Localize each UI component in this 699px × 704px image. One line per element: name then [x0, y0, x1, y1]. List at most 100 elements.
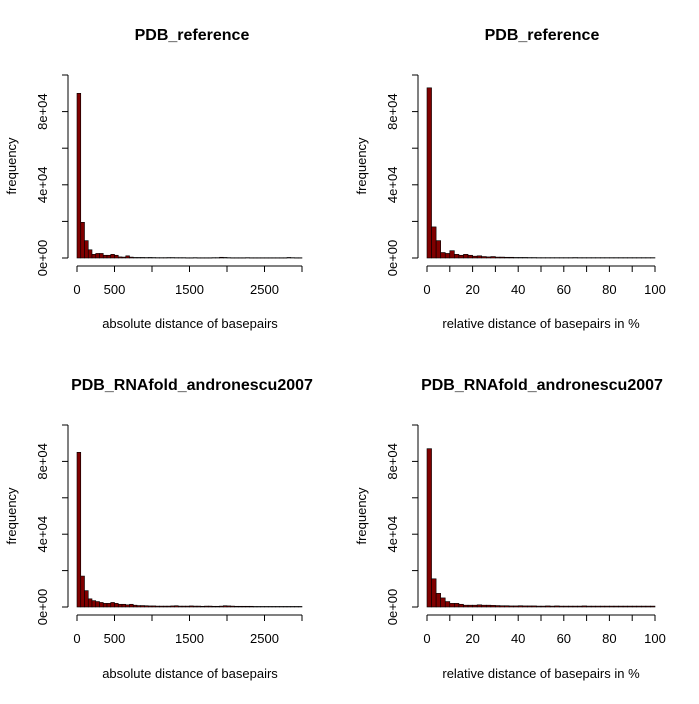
- histogram-bar: [193, 606, 197, 607]
- histogram-bar: [100, 602, 104, 607]
- bars: [427, 88, 655, 258]
- histogram-bar: [646, 606, 651, 607]
- histogram-bar: [454, 254, 459, 258]
- histogram-bar: [223, 606, 227, 607]
- y-tick-label: 8e+04: [35, 443, 50, 480]
- histogram-bar: [115, 255, 119, 258]
- bars: [77, 93, 302, 258]
- x-tick-label: 0: [73, 631, 80, 646]
- histogram-bar: [450, 603, 455, 607]
- y-tick-label: 4e+04: [385, 167, 400, 204]
- histogram-bar: [231, 606, 235, 607]
- histogram-bar: [477, 605, 482, 607]
- bars: [427, 449, 655, 607]
- x-tick-label: 20: [465, 631, 479, 646]
- histogram-bar: [486, 605, 491, 607]
- histogram-bar: [495, 257, 500, 258]
- x-tick-label: 60: [557, 631, 571, 646]
- histogram-bar: [287, 257, 291, 258]
- histogram-bar: [596, 606, 601, 607]
- histogram-bar: [205, 606, 209, 607]
- histogram-bar: [473, 605, 478, 607]
- x-tick-label: 40: [511, 631, 525, 646]
- histogram-bar: [88, 250, 92, 258]
- histogram-bar: [107, 255, 111, 258]
- histogram-bar: [77, 93, 81, 258]
- histogram-bar: [518, 606, 523, 607]
- y-tick-label: 0e+00: [385, 589, 400, 626]
- histogram-bar: [171, 606, 175, 607]
- histogram-bar: [111, 602, 115, 607]
- histogram-bar: [137, 606, 141, 607]
- histogram-bar: [546, 606, 551, 607]
- histogram-bar: [468, 255, 473, 258]
- y-tick-label: 4e+04: [35, 167, 50, 204]
- x-tick-label: 500: [104, 282, 126, 297]
- histogram-bar: [591, 606, 596, 607]
- histogram-bar: [291, 606, 295, 607]
- panel-2: PDB_reference relative distance of basep…: [354, 27, 666, 331]
- y-axis-label: frequency: [354, 137, 369, 195]
- histogram-bar: [182, 606, 186, 607]
- histogram-bar: [88, 599, 92, 607]
- histogram-bar: [133, 257, 137, 258]
- histogram-bar: [167, 606, 171, 607]
- histogram-bar: [463, 605, 468, 607]
- histogram-bar: [235, 606, 239, 607]
- x-tick-label: 60: [557, 282, 571, 297]
- histogram-bar: [92, 254, 96, 258]
- histogram-bar: [495, 606, 500, 607]
- histogram-bar: [246, 606, 250, 607]
- histogram-bar: [505, 257, 510, 258]
- histogram-bar: [265, 606, 269, 607]
- histogram-bar: [445, 602, 450, 607]
- histogram-bar: [156, 606, 160, 607]
- histogram-bar: [463, 254, 468, 258]
- histogram-bar: [450, 251, 455, 258]
- x-tick-label: 1500: [175, 631, 204, 646]
- panel-title: PDB_reference: [135, 27, 250, 44]
- histogram-bar: [568, 606, 573, 607]
- histogram-bar: [148, 606, 152, 607]
- histogram-bar: [137, 257, 141, 258]
- y-tick-label: 0e+00: [35, 589, 50, 626]
- histogram-bar: [500, 606, 505, 607]
- histogram-bar: [145, 606, 149, 607]
- histogram-bar: [527, 606, 532, 607]
- panel-4: PDB_RNAfold_andronescu2007 relative dist…: [354, 377, 666, 681]
- histogram-bar: [427, 449, 432, 607]
- histogram-bar: [250, 606, 254, 607]
- histogram-bar: [459, 604, 464, 607]
- histogram-bar: [432, 579, 437, 607]
- histogram-bar: [473, 256, 478, 258]
- x-tick-label: 100: [644, 631, 666, 646]
- histogram-bar: [287, 606, 291, 607]
- histogram-bar: [623, 606, 628, 607]
- histogram-bar: [650, 606, 655, 607]
- y-tick-label: 0e+00: [385, 240, 400, 277]
- histogram-bar: [632, 606, 637, 607]
- histogram-bar: [216, 606, 220, 607]
- histogram-bar: [491, 257, 496, 258]
- panel-title: PDB_RNAfold_andronescu2007: [71, 377, 313, 394]
- histogram-bar: [96, 253, 100, 258]
- histogram-bar: [573, 606, 578, 607]
- histogram-bar: [587, 606, 592, 607]
- histogram-bar: [605, 606, 610, 607]
- histogram-bar: [253, 606, 257, 607]
- histogram-bar: [163, 606, 167, 607]
- histogram-bar: [283, 606, 287, 607]
- histogram-bar: [190, 606, 194, 607]
- histogram-bar: [441, 598, 446, 607]
- histogram-bar: [509, 606, 514, 607]
- histogram-bar: [133, 605, 137, 607]
- bars: [77, 452, 302, 607]
- histogram-bar: [85, 241, 89, 258]
- histogram-bar: [160, 606, 164, 607]
- histogram-bar: [152, 606, 156, 607]
- histogram-bar: [261, 606, 265, 607]
- histogram-bar: [115, 603, 119, 607]
- histogram-bar: [197, 606, 201, 607]
